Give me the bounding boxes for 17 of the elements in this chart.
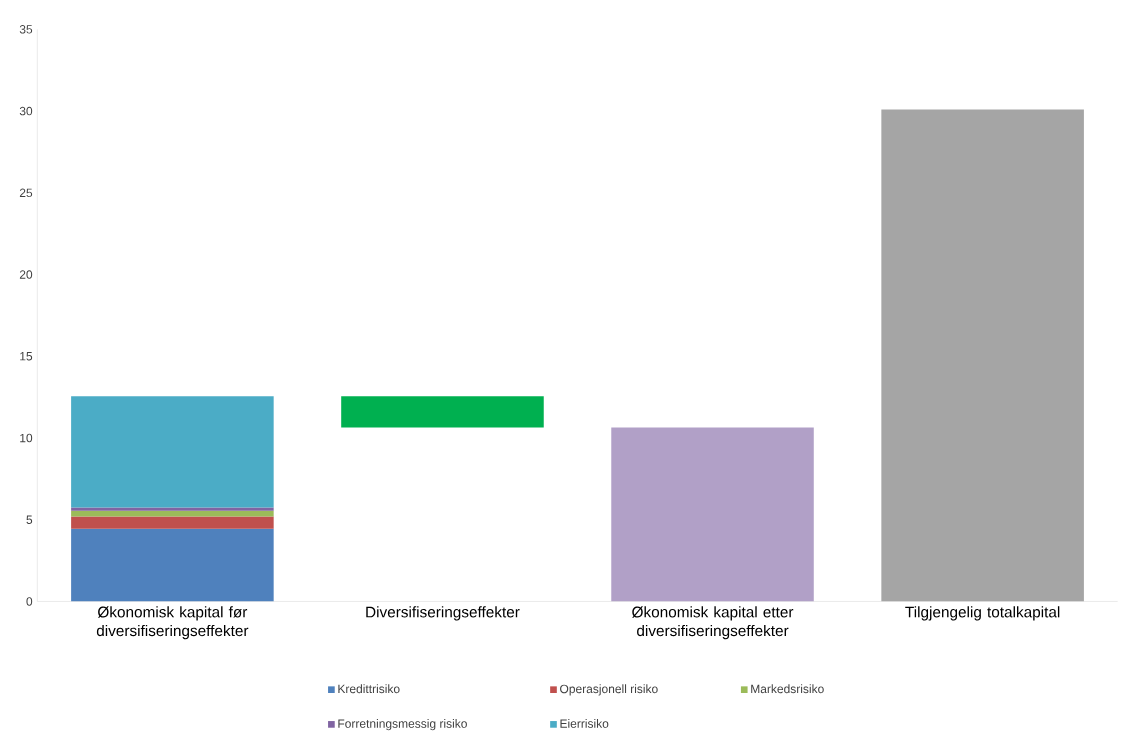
legend-label: Markedsrisiko <box>751 684 824 694</box>
x-tick-label: Diversifiseringseffekter <box>366 606 520 621</box>
y-tick-label: 5 <box>26 515 33 524</box>
y-tick-label: 0 <box>26 597 33 606</box>
x-tick-label: Økonomisk kapital før diversifiseringseffekter <box>96 606 249 640</box>
y-tick-label: 30 <box>19 106 33 116</box>
x-tick-label: Økonomisk kapital etter diversifiseringseffekter <box>632 606 794 640</box>
legend-label: Forretningsmessig risiko <box>338 718 467 731</box>
y-tick-label: 15 <box>20 352 33 361</box>
legend-label: Operasjonell risiko <box>560 684 658 696</box>
y-tick-label: 35 <box>19 24 33 34</box>
legend-label: Eierrisiko <box>560 718 609 728</box>
y-tick-label: 10 <box>20 433 33 443</box>
y-tick-label: 25 <box>19 188 33 197</box>
x-tick-label: Tilgjengelig totalkapital <box>905 606 1060 621</box>
legend-label: Kredittrisiko <box>338 684 400 694</box>
y-tick-label: 20 <box>19 270 33 279</box>
